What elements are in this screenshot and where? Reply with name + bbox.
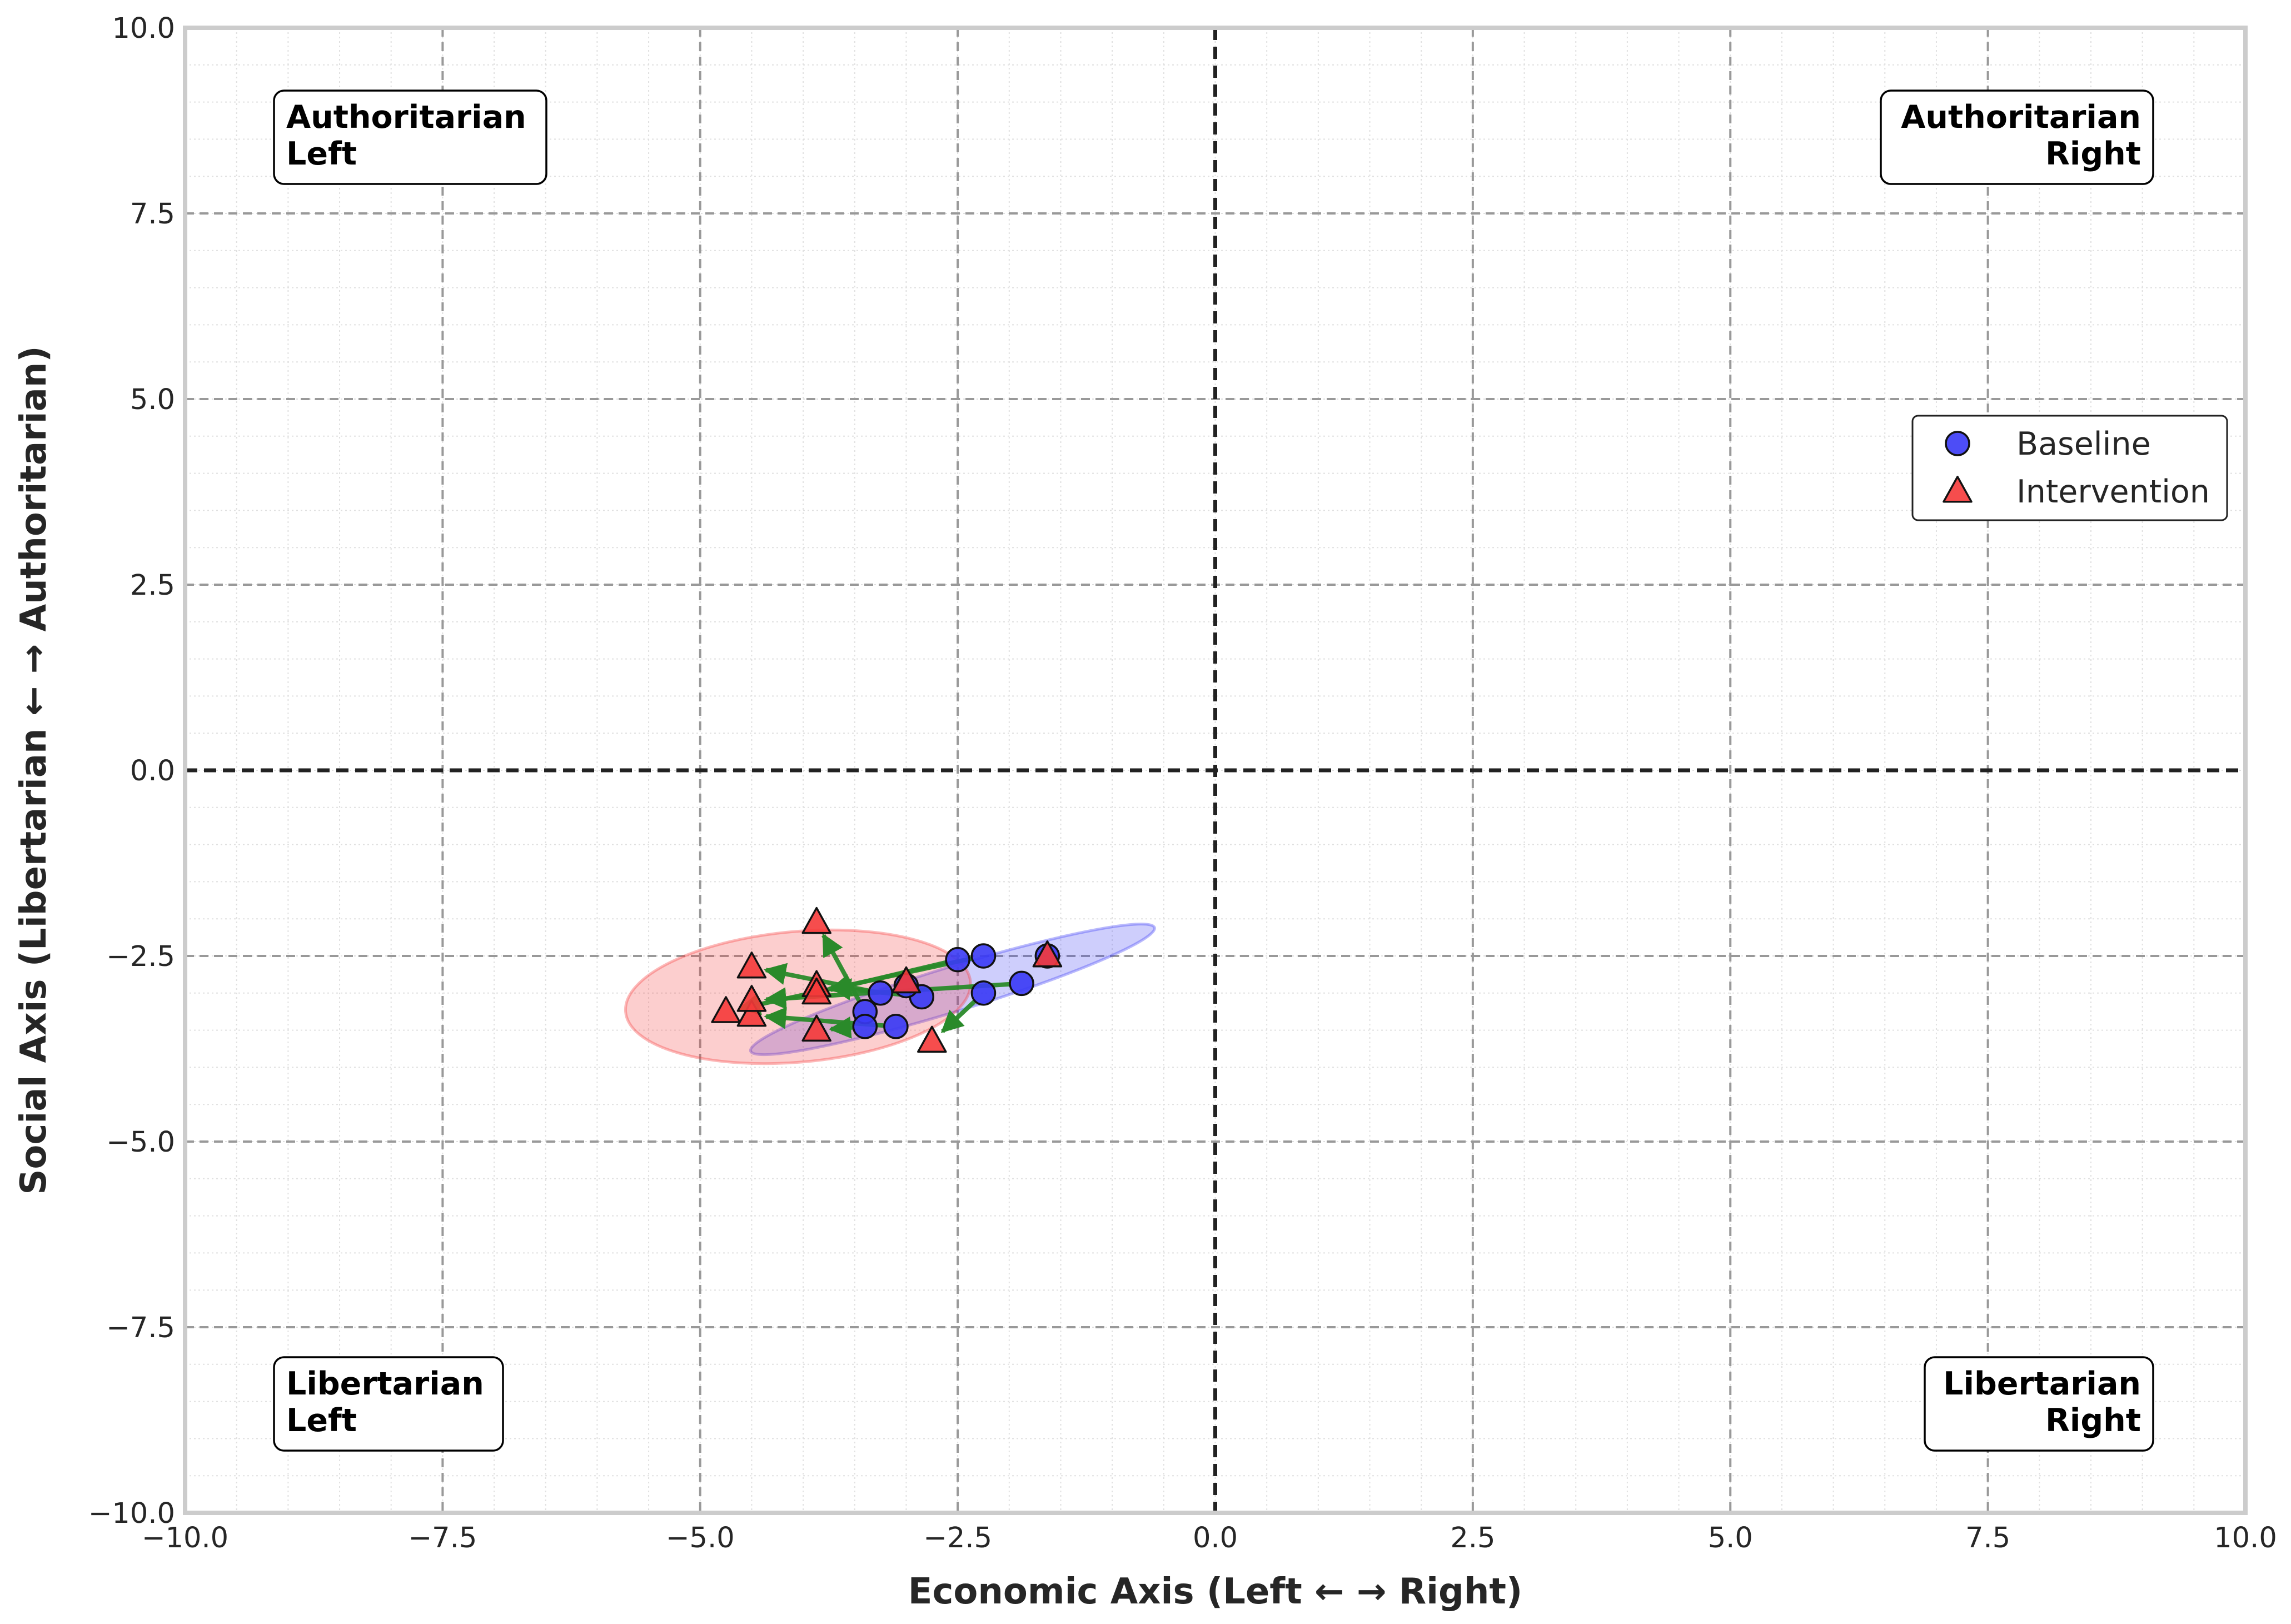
legend-intervention-marker	[1943, 476, 1973, 503]
intervention-point	[891, 966, 922, 994]
x-tick-label: −5.0	[666, 1522, 735, 1555]
baseline-point	[883, 1014, 909, 1039]
baseline-point	[852, 1014, 878, 1039]
legend-baseline-marker	[1945, 431, 1970, 456]
intervention-point	[917, 1025, 947, 1053]
y-tick-label: −7.5	[106, 1312, 175, 1344]
plot-border	[183, 26, 2248, 1515]
baseline-point	[868, 980, 893, 1006]
quadrant-label-text: Authoritarian	[286, 99, 526, 136]
shift-arrow	[940, 999, 977, 1033]
x-tick-label: 7.5	[1965, 1522, 2010, 1555]
x-tick-label: 0.0	[1193, 1522, 1238, 1555]
y-tick-label: 2.5	[130, 569, 175, 602]
y-tick-label: 0.0	[130, 755, 175, 788]
legend: Baseline Intervention	[1911, 415, 2228, 521]
intervention-point	[801, 977, 831, 1005]
shift-arrow	[821, 933, 861, 1002]
x-tick-label: 2.5	[1450, 1522, 1495, 1555]
x-tick-label: 5.0	[1708, 1522, 1753, 1555]
y-tick-label: −2.5	[106, 940, 175, 973]
baseline-point	[945, 946, 970, 973]
quadrant-label-box	[273, 89, 547, 185]
legend-label-baseline: Baseline	[2016, 426, 2151, 462]
x-tick-label: 10.0	[2214, 1522, 2277, 1555]
data-points	[711, 906, 1063, 1053]
quadrant-label-text: Libertarian	[286, 1366, 484, 1402]
intervention-point	[736, 999, 767, 1027]
quadrant-labels: AuthoritarianLeftAuthoritarianRightLiber…	[273, 89, 2154, 1452]
legend-label-intervention: Intervention	[2016, 474, 2210, 510]
x-axis-title: Economic Axis (Left ← → Right)	[908, 1571, 1523, 1612]
quadrant-label-text: Authoritarian	[1901, 99, 2141, 136]
x-tick-label: −10.0	[142, 1522, 228, 1555]
intervention-point	[736, 985, 767, 1012]
intervention-point	[801, 906, 831, 934]
quadrant-label-text: Left	[286, 1402, 357, 1439]
shift-arrow	[829, 1016, 853, 1039]
y-tick-label: 5.0	[130, 383, 175, 416]
intervention-point	[736, 952, 767, 979]
intervention-point	[711, 996, 741, 1023]
y-tick-labels: −10.0 −7.5 −5.0 −2.5 0.0 2.5 5.0 7.5 10.0	[88, 12, 175, 1530]
intervention-point	[801, 1014, 831, 1042]
plot-frame	[183, 26, 2248, 1515]
y-tick-label: −10.0	[88, 1497, 175, 1530]
x-tick-labels: −10.0 −7.5 −5.0 −2.5 0.0 2.5 5.0 7.5 10.0	[142, 1522, 2277, 1555]
zero-lines	[185, 28, 2245, 1513]
quadrant-label-text: Left	[286, 136, 357, 172]
quadrant-label-box	[1880, 89, 2154, 185]
quadrant-label-text: Right	[2045, 136, 2141, 172]
intervention-point	[1032, 940, 1063, 968]
x-tick-label: −2.5	[923, 1522, 992, 1555]
y-tick-label: 10.0	[112, 12, 175, 45]
quadrant-label-box	[1924, 1356, 2154, 1452]
x-tick-label: −7.5	[408, 1522, 477, 1555]
quadrant-label-text: Libertarian	[1943, 1366, 2141, 1402]
quadrant-label-box	[273, 1356, 504, 1452]
baseline-point	[1009, 970, 1034, 997]
y-tick-label: 7.5	[130, 198, 175, 231]
legend-box	[1911, 415, 2228, 521]
y-tick-label: −5.0	[106, 1126, 175, 1159]
quadrant-label-text: Right	[2045, 1402, 2141, 1439]
baseline-point	[970, 980, 997, 1006]
baseline-point	[970, 943, 997, 969]
y-axis-title: Social Axis (Libertarian ← → Authoritari…	[13, 346, 54, 1194]
